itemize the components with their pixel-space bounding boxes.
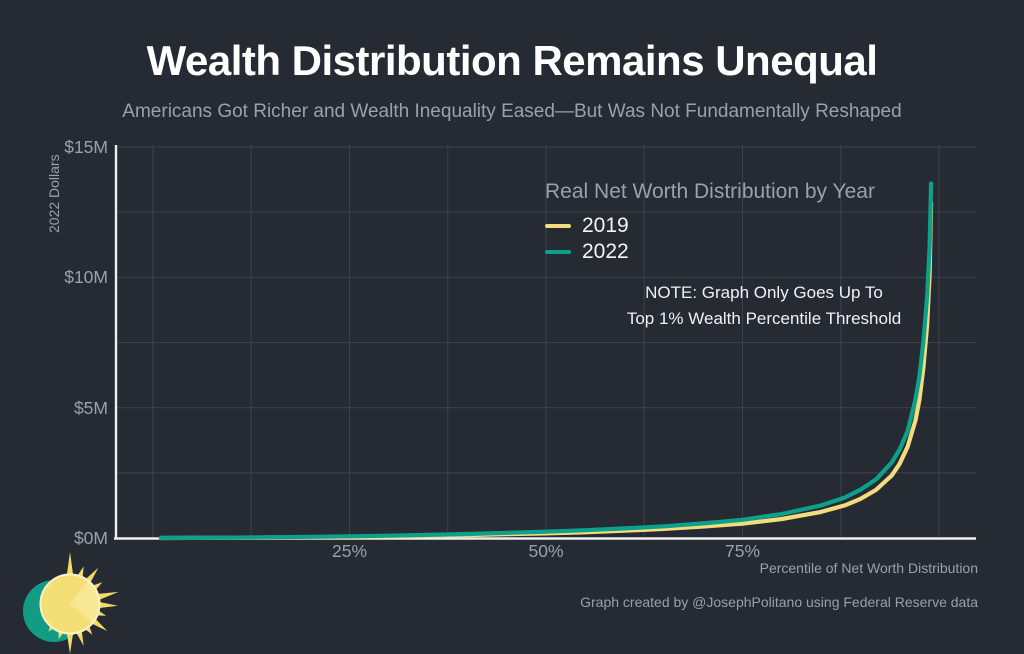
y-tick-label: $15M [64,137,108,157]
sun-wedge [70,581,99,623]
note-line-1: NOTE: Graph Only Goes Up To [645,283,883,302]
y-tick-label: $10M [64,267,108,288]
y-tick-label: $0M [73,528,108,548]
legend-swatch-2022 [545,250,571,254]
y-tick-label: $5M [73,397,108,418]
x-tick-label: 50% [528,541,564,561]
legend-item-2022: 2022 [545,239,875,265]
x-tick-label: 25% [331,541,368,561]
note-annotation: NOTE: Graph Only Goes Up To Top 1% Wealt… [627,280,901,331]
sun-body [39,573,101,635]
legend-title: Real Net Worth Distribution by Year [545,180,875,203]
y-axis-title: 2022 Dollars [46,154,62,233]
legend: Real Net Worth Distribution by Year 2019… [545,180,875,265]
legend-label-2022: 2022 [582,240,629,263]
page-subtitle: Americans Got Richer and Wealth Inequali… [122,101,902,122]
x-tick-label: 75% [724,541,761,561]
series-line-2022 [158,181,934,541]
page-title: Wealth Distribution Remains Unequal [146,37,878,84]
legend-item-2019: 2019 [545,213,875,239]
legend-label-2019: 2019 [582,214,629,237]
credit-caption: Graph created by @JosephPolitano using F… [580,594,978,610]
sun-logo-icon [23,552,119,654]
note-line-2: Top 1% Wealth Percentile Threshold [626,308,902,328]
x-axis-title: Percentile of Net Worth Distribution [759,560,978,576]
legend-swatch-2019 [545,224,571,228]
